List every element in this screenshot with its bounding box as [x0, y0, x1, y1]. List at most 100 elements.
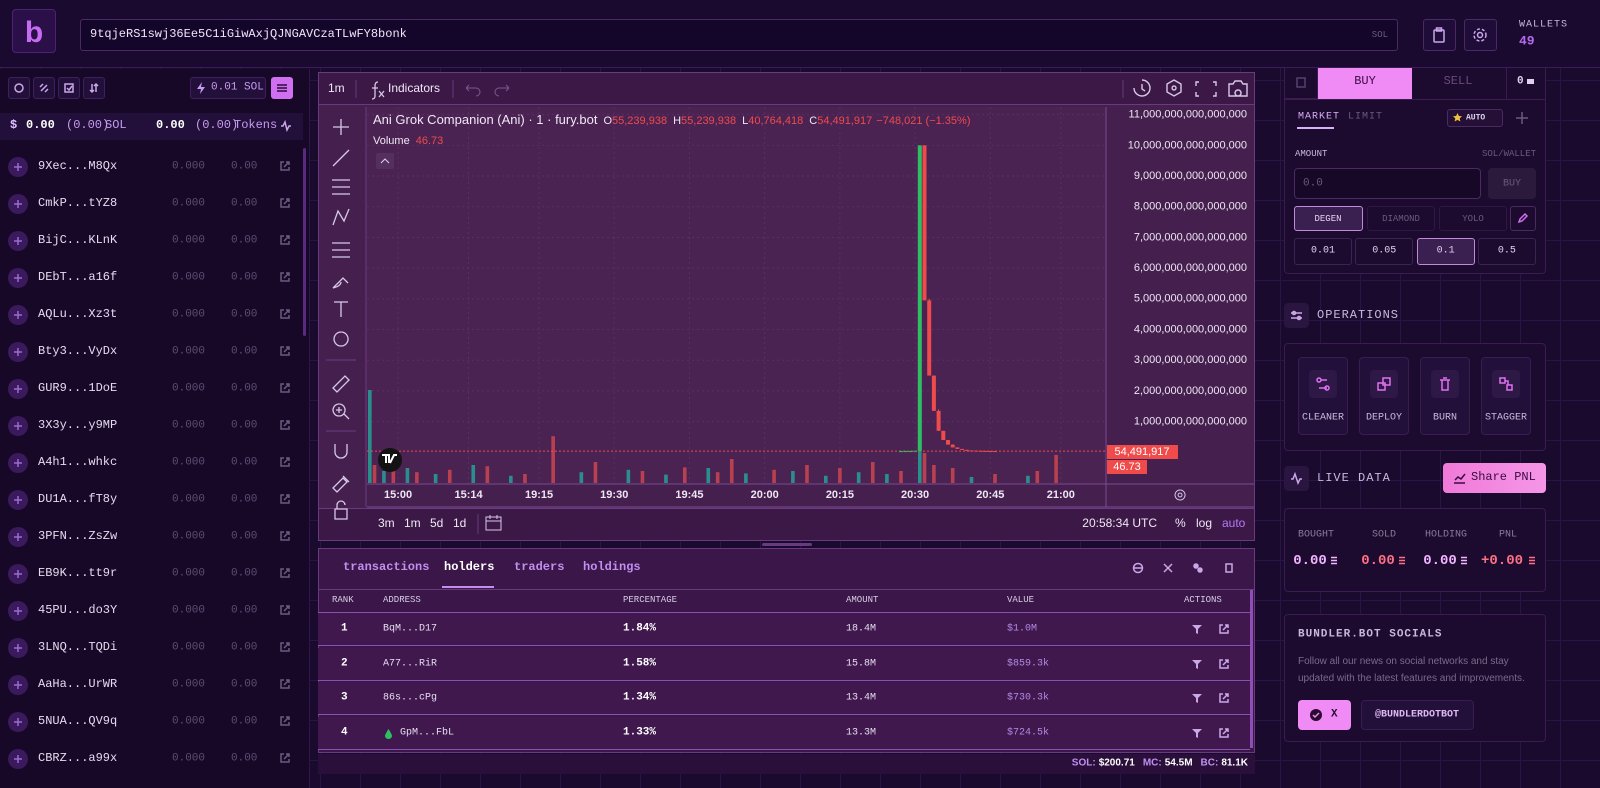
- wallet-name[interactable]: 3LNQ...TQDi: [38, 640, 118, 655]
- edit-button[interactable]: [1510, 206, 1536, 231]
- wallet-link-icon[interactable]: [279, 604, 291, 616]
- wallet-link-icon[interactable]: [279, 678, 291, 690]
- open-link-icon[interactable]: [1218, 692, 1230, 704]
- preset-button[interactable]: [1477, 238, 1536, 265]
- amount-input[interactable]: [1294, 168, 1481, 199]
- operations-title: OPERATIONS: [1317, 308, 1400, 323]
- stat-value: 0.00: [1293, 552, 1327, 569]
- priority-fee-box[interactable]: [190, 77, 266, 99]
- wallet-link-icon[interactable]: [279, 715, 291, 727]
- social-icon[interactable]: [1132, 562, 1144, 574]
- star-icon: [1453, 113, 1462, 122]
- x-button[interactable]: [1298, 700, 1351, 730]
- handle-button[interactable]: [1361, 700, 1474, 730]
- wallet-link-icon[interactable]: [279, 419, 291, 431]
- settings-button[interactable]: [1464, 19, 1497, 51]
- wallet-avatar-icon-part: [14, 607, 22, 615]
- holder-address[interactable]: GpM...FbL: [400, 727, 455, 739]
- preset-button[interactable]: [1416, 238, 1475, 265]
- preset-button[interactable]: [1355, 238, 1414, 265]
- wallet-name[interactable]: 9Xec...M8Qx: [38, 159, 118, 174]
- wallet-name[interactable]: GUR9...1DoE: [38, 381, 118, 396]
- wallet-name[interactable]: 3X3y...y9MP: [38, 418, 118, 433]
- holder-address[interactable]: BqM...D17: [383, 623, 438, 635]
- buy-submit[interactable]: [1488, 168, 1536, 199]
- wallet-tokens: 0.00: [231, 419, 258, 432]
- wallet-name[interactable]: 3PFN...ZsZw: [38, 529, 118, 544]
- order-type-tab[interactable]: LIMIT: [1348, 111, 1384, 123]
- open-link-icon[interactable]: [1218, 623, 1230, 635]
- wallet-link-icon[interactable]: [279, 271, 291, 283]
- sidebar-tool-button[interactable]: [83, 77, 105, 99]
- wallet-avatar-icon: [14, 644, 22, 652]
- auto-button[interactable]: [1447, 109, 1503, 127]
- logo: b: [24, 15, 44, 49]
- social-icon[interactable]: [1162, 562, 1174, 574]
- order-type-tab[interactable]: MARKET: [1298, 111, 1341, 123]
- wallet-link-icon[interactable]: [279, 197, 291, 209]
- wallet-name[interactable]: Bty3...VyDx: [38, 344, 118, 359]
- holder-address[interactable]: A77...RiR: [383, 657, 438, 669]
- preset-button[interactable]: [1294, 238, 1352, 265]
- amount-label: AMOUNT: [1295, 148, 1328, 159]
- social-icon[interactable]: [1223, 562, 1235, 574]
- sidebar-tool-button[interactable]: [58, 77, 80, 99]
- mode-button[interactable]: [1439, 206, 1507, 231]
- wallet-name[interactable]: DEbT...a16f: [38, 270, 118, 285]
- holder-address[interactable]: 86s...cPg: [383, 692, 438, 704]
- sol-balance: 0.00: [26, 118, 55, 133]
- wallet-name[interactable]: AQLu...Xz3t: [38, 307, 118, 322]
- wallet-name[interactable]: AaHa...UrWR: [38, 677, 118, 692]
- filter-icon[interactable]: [1191, 692, 1203, 704]
- wallet-avatar-icon: [14, 681, 22, 689]
- sidebar-tool-button[interactable]: [8, 77, 30, 99]
- mode-button[interactable]: [1367, 206, 1435, 231]
- wallet-link-icon[interactable]: [279, 234, 291, 246]
- token-balance: 0.00: [156, 118, 185, 133]
- address-input[interactable]: [80, 19, 1398, 51]
- holders-tab[interactable]: traders: [514, 560, 565, 575]
- wallet-tokens: 0.00: [231, 752, 258, 765]
- filter-icon[interactable]: [1191, 658, 1203, 670]
- open-link-icon[interactable]: [1218, 727, 1230, 739]
- open-link-icon[interactable]: [1218, 658, 1230, 670]
- table-column-header: PERCENTAGE: [623, 594, 678, 605]
- mode-button[interactable]: [1294, 206, 1363, 231]
- wallet-link-icon[interactable]: [279, 530, 291, 542]
- filter-icon[interactable]: [1191, 623, 1203, 635]
- wallet-link-icon[interactable]: [279, 567, 291, 579]
- filter-icon-part: [1192, 728, 1202, 738]
- wallet-tokens: 0.00: [231, 308, 258, 321]
- wallet-link-icon[interactable]: [279, 382, 291, 394]
- holders-tab[interactable]: holdings: [583, 560, 641, 575]
- wallet-avatar-icon-part: [14, 718, 22, 726]
- holders-tab[interactable]: transactions: [343, 560, 430, 575]
- sidebar-tool-icon-part: [39, 83, 49, 93]
- wallet-link-icon[interactable]: [279, 752, 291, 764]
- wallet-name[interactable]: A4h1...whkc: [38, 455, 118, 470]
- logo-box[interactable]: [12, 9, 56, 53]
- filter-icon[interactable]: [1191, 727, 1203, 739]
- wallet-name[interactable]: CmkP...tYZ8: [38, 196, 118, 211]
- wallet-link-icon[interactable]: [279, 456, 291, 468]
- buy-tab[interactable]: [1318, 68, 1412, 99]
- address-unit: SOL: [1371, 29, 1388, 40]
- wallet-name[interactable]: BijC...KLnK: [38, 233, 118, 248]
- wallet-name[interactable]: 45PU...do3Y: [38, 603, 118, 618]
- wallets-count: 49: [1519, 33, 1535, 49]
- clipboard-button[interactable]: [1423, 19, 1456, 51]
- sell-tab-label[interactable]: SELL: [1443, 74, 1473, 89]
- social-icon-part: [1197, 567, 1203, 573]
- wallet-tokens: 0.00: [231, 271, 258, 284]
- social-icon[interactable]: [1192, 562, 1204, 574]
- wallet-link-icon[interactable]: [279, 641, 291, 653]
- wallet-name[interactable]: DU1A...fT8y: [38, 492, 118, 507]
- wallet-name[interactable]: 5NUA...QV9q: [38, 714, 118, 729]
- wallet-link-icon[interactable]: [279, 345, 291, 357]
- wallet-name[interactable]: EB9K...tt9r: [38, 566, 118, 581]
- wallet-name[interactable]: CBRZ...a99x: [38, 751, 118, 766]
- wallet-link-icon[interactable]: [279, 308, 291, 320]
- holders-tab[interactable]: holders: [444, 560, 495, 575]
- wallet-link-icon[interactable]: [279, 160, 291, 172]
- wallet-link-icon[interactable]: [279, 493, 291, 505]
